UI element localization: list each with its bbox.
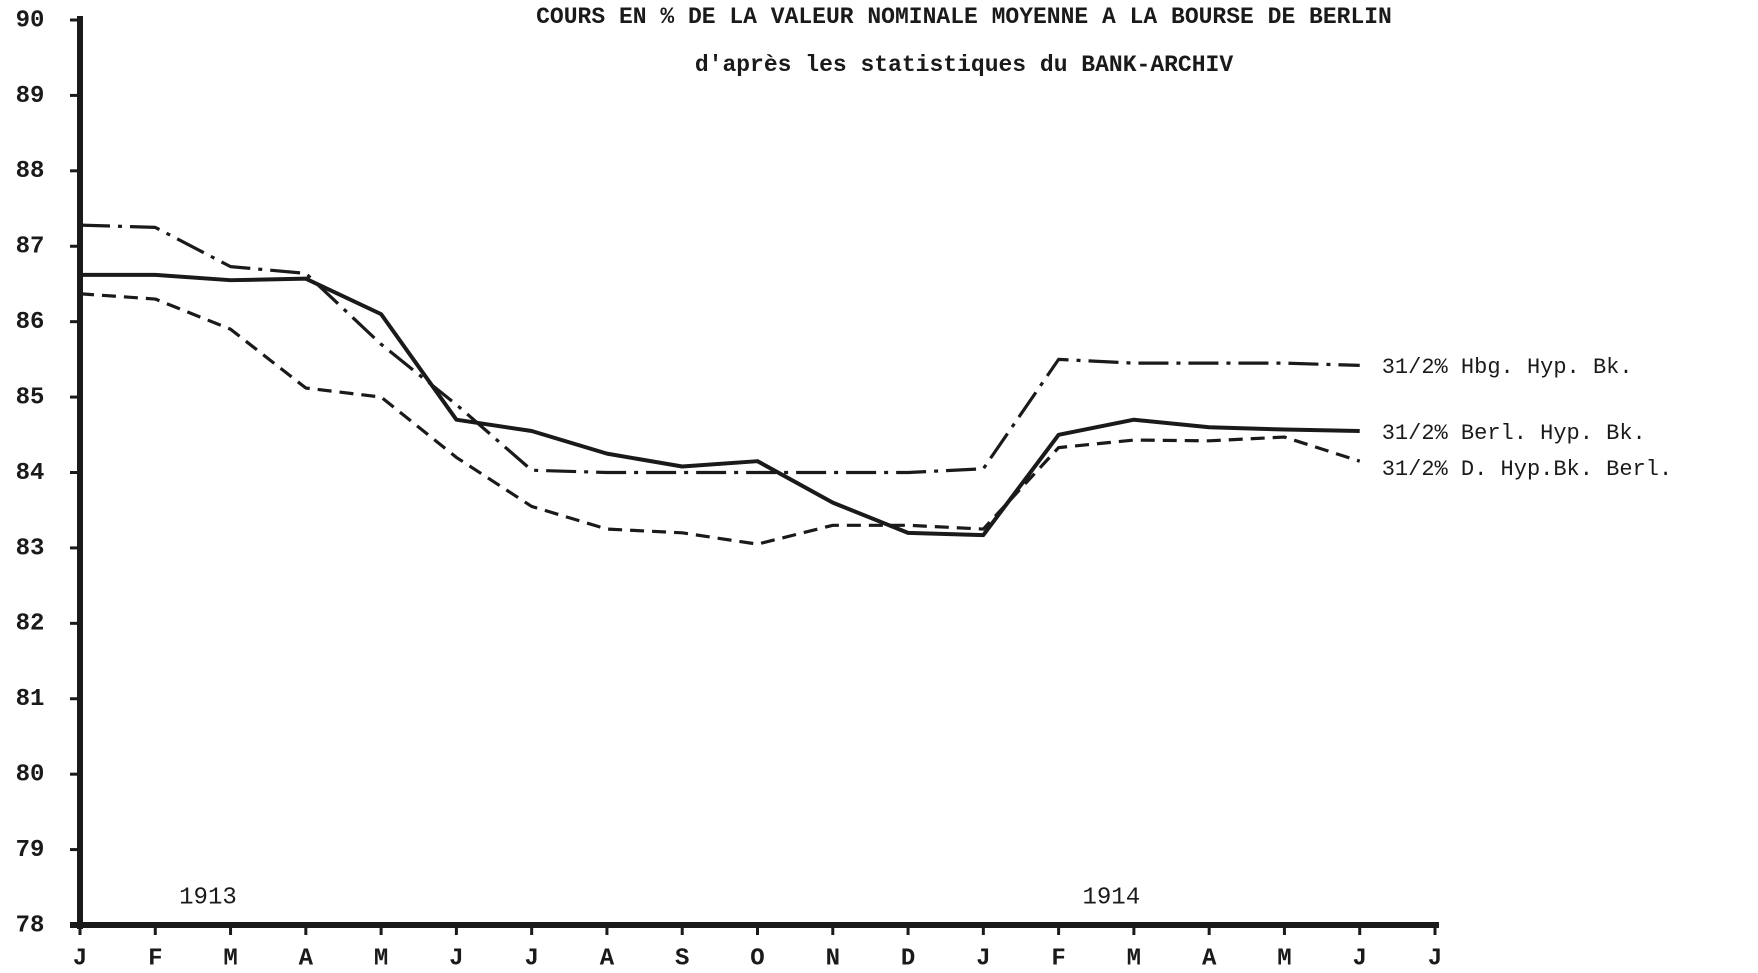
year-label: 1913 — [179, 884, 237, 911]
series-line — [79, 223, 1360, 475]
x-tick-label: J — [1428, 945, 1442, 972]
x-tick-label: O — [750, 945, 764, 972]
x-tick-label: M — [1127, 945, 1141, 972]
y-tick-label: 85 — [16, 384, 45, 411]
series-label: 31/2% Berl. Hyp. Bk. — [1382, 421, 1646, 446]
x-tick-label: S — [675, 945, 689, 972]
y-tick-label: 78 — [16, 912, 45, 939]
series-label: 31/2% Hbg. Hyp. Bk. — [1382, 355, 1633, 380]
chart-subtitle: d'après les statistiques du BANK-ARCHIV — [695, 52, 1233, 78]
y-tick-label: 84 — [16, 460, 45, 487]
y-tick-label: 90 — [16, 7, 45, 34]
x-tick-label: N — [826, 945, 840, 972]
y-tick-label: 89 — [16, 83, 45, 110]
series-label: 31/2% D. Hyp.Bk. Berl. — [1382, 457, 1672, 482]
y-tick-label: 87 — [16, 234, 45, 261]
y-tick-label: 88 — [16, 158, 45, 185]
x-tick-label: D — [901, 945, 915, 972]
y-tick-label: 86 — [16, 309, 45, 336]
y-tick-label: 81 — [16, 686, 45, 713]
x-tick-label: J — [524, 945, 538, 972]
x-tick-label: M — [223, 945, 237, 972]
x-tick-label: A — [600, 945, 615, 972]
y-tick-label: 82 — [16, 611, 45, 638]
series-line — [80, 272, 1360, 538]
x-tick-label: J — [1353, 945, 1367, 972]
series-line — [79, 292, 1361, 546]
y-tick-label: 83 — [16, 535, 45, 562]
y-tick-label: 79 — [16, 837, 45, 864]
x-tick-label: F — [1051, 945, 1065, 972]
x-tick-label: J — [449, 945, 463, 972]
x-tick-label: A — [1202, 945, 1217, 972]
x-tick-label: F — [148, 945, 162, 972]
x-tick-label: J — [976, 945, 990, 972]
y-tick-label: 80 — [16, 762, 45, 789]
x-tick-label: M — [1277, 945, 1291, 972]
year-label: 1914 — [1083, 884, 1141, 911]
chart-title: COURS EN % DE LA VALEUR NOMINALE MOYENNE… — [536, 4, 1392, 30]
x-tick-label: M — [374, 945, 388, 972]
x-tick-label: J — [73, 945, 87, 972]
x-tick-label: A — [299, 945, 314, 972]
